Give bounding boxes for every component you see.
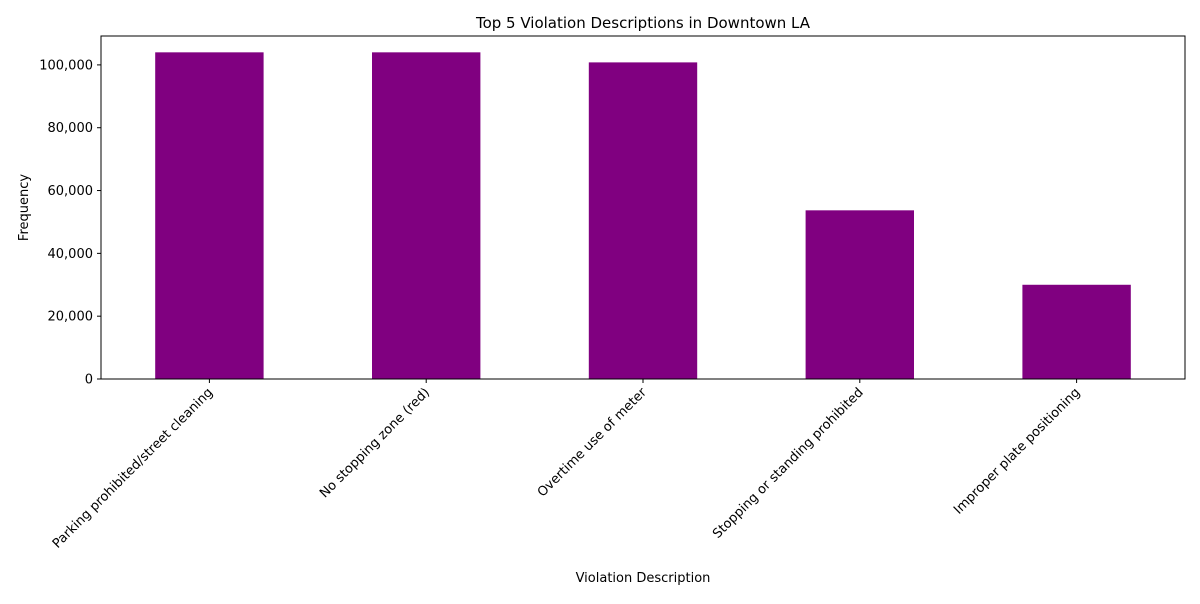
bar-4 xyxy=(805,210,914,379)
bar-3 xyxy=(588,62,698,380)
x-axis-label: Violation Description xyxy=(576,571,711,586)
bar-5 xyxy=(1022,284,1131,379)
bar-2 xyxy=(372,52,481,379)
bars-layer xyxy=(155,52,1131,380)
x-tick-label: Improper plate positioning xyxy=(951,385,1083,517)
y-tick-label: 20,000 xyxy=(48,310,94,325)
bar-1 xyxy=(155,52,264,379)
x-tick-label: Overtime use of meter xyxy=(535,385,650,500)
chart-title: Top 5 Violation Descriptions in Downtown… xyxy=(475,14,811,32)
y-tick-label: 100,000 xyxy=(39,58,93,73)
x-tick-label: No stopping zone (red) xyxy=(317,385,433,501)
x-tick-label: Parking prohibited/street cleaning xyxy=(50,385,216,551)
y-axis-label: Frequency xyxy=(17,174,32,241)
y-tick-label: 0 xyxy=(85,373,93,388)
y-axis: 0 20,000 40,000 60,000 80,000 100,000 xyxy=(39,58,101,388)
y-tick-label: 60,000 xyxy=(48,184,94,199)
plot-frame xyxy=(100,35,1186,380)
x-axis: Parking prohibited/street cleaning No sto… xyxy=(50,379,1083,552)
y-tick-label: 40,000 xyxy=(48,247,94,262)
x-tick-label: Stopping or standing prohibited xyxy=(710,385,867,542)
y-tick-label: 80,000 xyxy=(48,121,94,136)
